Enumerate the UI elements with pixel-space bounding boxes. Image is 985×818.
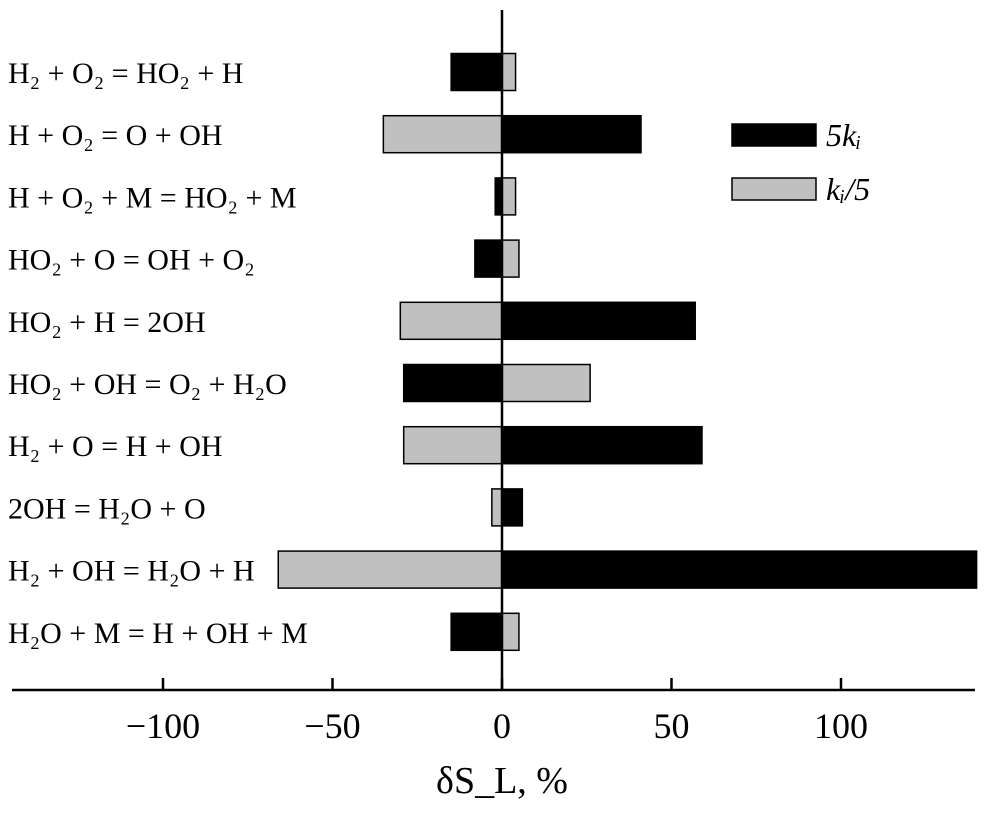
- legend-swatch-1: [731, 123, 817, 147]
- bars-group: [277, 52, 978, 652]
- bar-series-b-row-1: [501, 52, 517, 92]
- category-label-1: H₂ + O₂ = HO₂ + H: [8, 57, 243, 90]
- x-tick-label-3: 0: [493, 706, 511, 746]
- category-label-2: H + O₂ = O + OH: [8, 119, 223, 152]
- category-label-7: H₂ + O = H + OH: [8, 430, 223, 463]
- bar-series-a-row-2: [501, 114, 642, 154]
- bar-series-b-row-3: [501, 177, 517, 216]
- legend: 5kᵢ kᵢ/5: [731, 117, 870, 207]
- x-tick-label-5: 100: [814, 706, 868, 746]
- category-label-4: HO₂ + O = OH + O₂: [8, 244, 255, 277]
- bar-series-b-row-6: [501, 363, 591, 403]
- legend-label-2: kᵢ/5: [826, 171, 870, 207]
- x-tick-label-2: −50: [304, 706, 360, 746]
- bar-series-a-row-9: [501, 550, 978, 589]
- category-label-6: HO₂ + OH = O₂ + H₂O: [8, 368, 287, 401]
- x-tick-label-4: 50: [654, 706, 690, 746]
- bar-series-a-row-8: [501, 488, 524, 527]
- bar-series-b-row-9: [277, 550, 503, 589]
- bar-series-a-row-4: [474, 239, 503, 278]
- bar-series-a-row-5: [501, 301, 696, 341]
- bar-series-b-row-4: [501, 239, 520, 278]
- bar-series-b-row-7: [402, 425, 503, 465]
- category-label-5: HO₂ + H = 2OH: [8, 306, 206, 339]
- category-label-9: H₂ + OH = H₂O + H: [8, 555, 255, 588]
- x-axis-title: δS_L, %: [436, 760, 568, 802]
- bar-series-b-row-2: [382, 114, 503, 154]
- category-label-10: H₂O + M = H + OH + M: [8, 617, 308, 650]
- bar-series-a-row-10: [450, 612, 503, 652]
- bar-series-a-row-1: [450, 52, 503, 92]
- bar-series-a-row-6: [402, 363, 503, 403]
- legend-label-1: 5kᵢ: [826, 117, 861, 153]
- x-axis-ticks: −100 −50 0 50 100: [126, 678, 868, 746]
- bar-series-b-row-8: [491, 488, 503, 527]
- category-labels: H₂ + O₂ = HO₂ + H H + O₂ = O + OH H + O₂ +…: [8, 57, 308, 650]
- category-label-8: 2OH = H₂O + O: [8, 492, 206, 525]
- bar-series-b-row-10: [501, 612, 520, 652]
- category-label-3: H + O₂ + M = HO₂ + M: [8, 181, 297, 214]
- bar-series-b-row-5: [399, 301, 503, 341]
- x-tick-label-1: −100: [126, 706, 200, 746]
- bar-series-a-row-7: [501, 425, 703, 465]
- legend-swatch-2: [731, 177, 817, 201]
